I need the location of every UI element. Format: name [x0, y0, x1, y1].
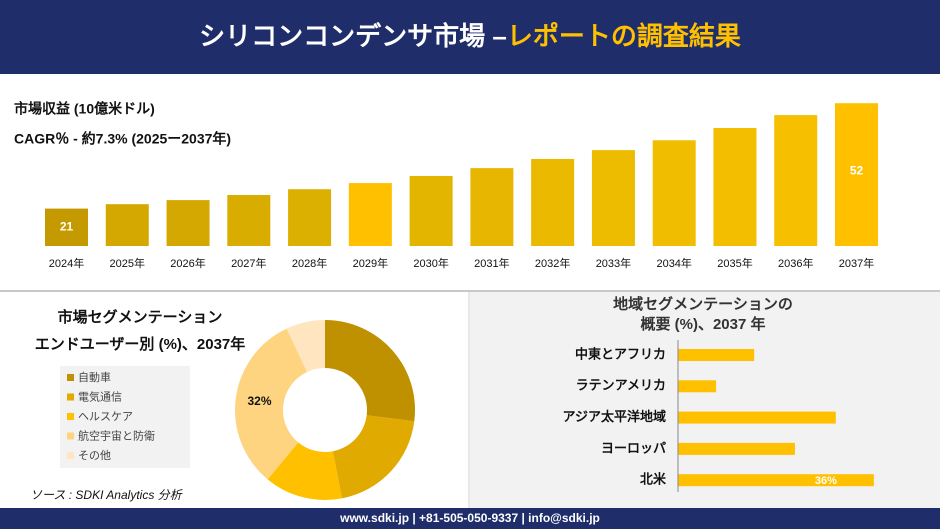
- bar: [652, 140, 696, 246]
- chart-title: 市場セグメンテーション: [58, 308, 223, 326]
- footer-text: www.sdki.jp | +81-505-050-9337 | info@sd…: [339, 511, 600, 525]
- donut-segment: [267, 442, 342, 500]
- y-tick-label: 中東とアフリカ: [575, 346, 666, 361]
- data-label: 52: [850, 163, 864, 177]
- legend-swatch: [67, 413, 74, 420]
- donut-segment: [332, 415, 415, 499]
- annotation: CAGR％ - 約7.3% (2025ー2037年): [14, 131, 231, 147]
- x-tick-label: 2029年: [353, 256, 388, 270]
- data-label: 32%: [248, 394, 272, 408]
- legend-label: ヘルスケア: [78, 410, 133, 423]
- title-highlight: レポートの調査結果: [507, 21, 741, 51]
- legend-label: 電気通信: [78, 389, 122, 403]
- bar: [678, 442, 795, 455]
- chart-title: 概要 (%)、2037 年: [640, 315, 765, 333]
- bar: [678, 349, 755, 361]
- bar: [774, 115, 818, 246]
- legend-label: 航空宇宙と防衛: [78, 428, 155, 442]
- x-tick-label: 2033年: [596, 256, 631, 270]
- bar: [591, 150, 635, 246]
- bar: [227, 195, 271, 246]
- bar: [470, 168, 514, 246]
- x-tick-label: 2034年: [656, 256, 691, 270]
- bar: [409, 175, 453, 246]
- donut-segment: [234, 328, 308, 480]
- bar: [105, 204, 149, 246]
- bar: [678, 474, 874, 487]
- x-tick-label: 2028年: [292, 256, 327, 270]
- source: ソース : SDKI Analytics 分析: [30, 488, 184, 502]
- x-tick-label: 2024年: [49, 256, 84, 270]
- y-tick-label: ヨーロッパ: [601, 440, 666, 455]
- x-tick-label: 2036年: [778, 256, 813, 270]
- x-tick-label: 2037年: [839, 256, 874, 270]
- bar: [531, 158, 575, 246]
- x-tick-label: 2031年: [474, 256, 509, 270]
- legend-swatch: [67, 452, 74, 459]
- footer-bar: [0, 508, 940, 529]
- bar: [678, 380, 717, 393]
- x-tick-label: 2035年: [717, 256, 752, 270]
- right-panel: [470, 292, 940, 508]
- y-tick-label: 北米: [640, 472, 667, 487]
- bar: [835, 103, 879, 246]
- y-tick-label: アジア太平洋地域: [563, 409, 666, 424]
- bar: [288, 189, 332, 246]
- legend-label: その他: [78, 449, 111, 462]
- x-tick-label: 2030年: [413, 256, 448, 270]
- bar: [45, 208, 88, 246]
- x-tick-label: 2027年: [231, 256, 266, 270]
- bar: [166, 200, 210, 246]
- header-title: シリコンコンデンサ市場 –レポートの調査結果: [199, 21, 741, 51]
- bar: [678, 411, 836, 424]
- legend-swatch: [67, 374, 74, 381]
- bar: [348, 183, 392, 246]
- chart-title: エンドユーザー別 (%)、2037年: [35, 335, 246, 353]
- donut-segment: [325, 320, 415, 422]
- x-tick-label: 2025年: [110, 256, 145, 270]
- header-bar: [0, 0, 940, 74]
- y-tick-label: ラテンアメリカ: [576, 378, 666, 393]
- x-tick-label: 2026年: [170, 256, 205, 270]
- legend-label: 自動車: [78, 370, 111, 384]
- data-label: 36%: [815, 475, 837, 487]
- data-label: 21: [60, 219, 74, 233]
- legend-box: [60, 366, 190, 468]
- x-tick-label: 2032年: [535, 256, 570, 270]
- legend-swatch: [67, 432, 74, 440]
- legend-swatch: [67, 393, 74, 401]
- donut-segment: [286, 320, 325, 372]
- bar: [713, 128, 757, 246]
- title-main: シリコンコンデンサ市場 –: [199, 21, 507, 51]
- annotation: 市場収益 (10億米ドル): [14, 101, 155, 117]
- chart-title: 地域セグメンテーションの: [613, 295, 793, 313]
